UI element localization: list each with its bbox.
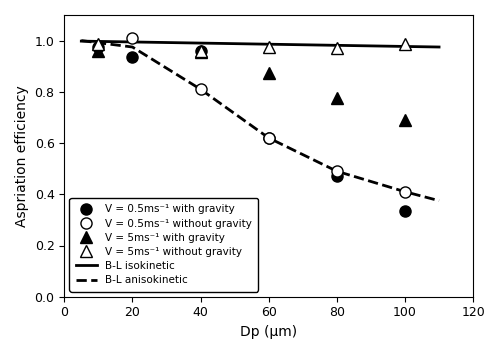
Legend: V = 0.5ms⁻¹ with gravity, V = 0.5ms⁻¹ without gravity, V = 5ms⁻¹ with gravity, V: V = 0.5ms⁻¹ with gravity, V = 0.5ms⁻¹ wi… [70, 198, 258, 291]
Y-axis label: Aspriation efficiency: Aspriation efficiency [15, 85, 29, 227]
X-axis label: Dp (μm): Dp (μm) [240, 325, 298, 339]
